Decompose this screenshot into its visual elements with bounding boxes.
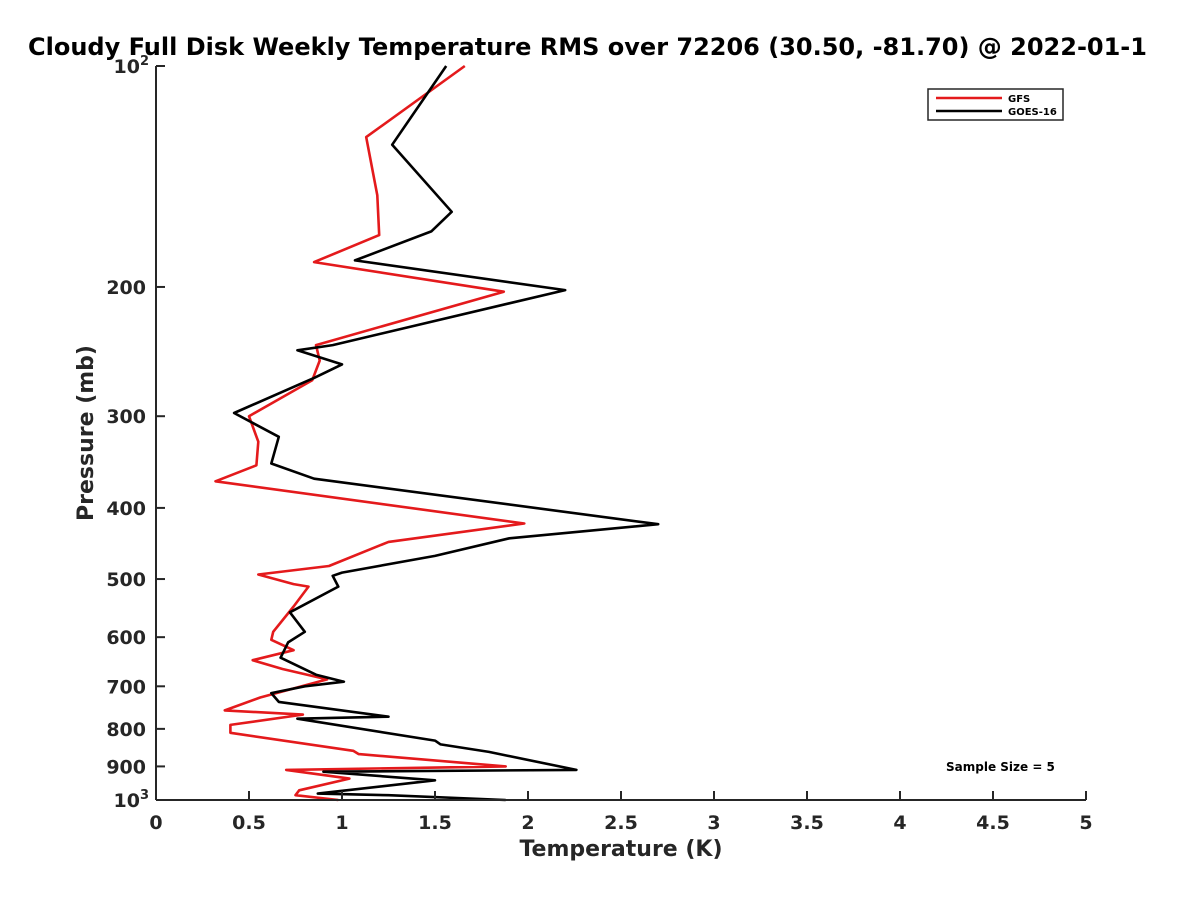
x-axis-ticks: 0 0.5 1 1.5 2 2.5 3 3.5 4 4.5 5: [149, 791, 1093, 834]
x-tick-label: 2.5: [604, 812, 638, 834]
x-tick-label: 2: [521, 812, 534, 834]
x-tick-label: 5: [1079, 812, 1092, 834]
x-tick-label: 3.5: [790, 812, 824, 834]
x-tick-label: 0.5: [232, 812, 266, 834]
y-tick-label: 700: [106, 676, 146, 698]
sample-size-annotation: Sample Size = 5: [946, 760, 1055, 774]
x-tick-label: 1: [335, 812, 348, 834]
y-tick-label: 10: [114, 790, 140, 812]
chart-title: Cloudy Full Disk Weekly Temperature RMS …: [28, 33, 1147, 61]
y-tick-exponent: 2: [140, 54, 149, 69]
y-tick-label: 800: [106, 719, 146, 741]
y-tick-exponent: 3: [140, 788, 149, 803]
legend-label-gfs: GFS: [1008, 94, 1030, 105]
x-tick-label: 4.5: [976, 812, 1010, 834]
y-tick-label: 500: [106, 569, 146, 591]
legend-box: [927, 88, 1064, 121]
x-tick-label: 4: [893, 812, 906, 834]
legend-label-goes-16: GOES-16: [1008, 107, 1057, 118]
y-tick-label: 400: [106, 498, 146, 520]
series-line-goes-16: [232, 65, 660, 802]
legend: GFS GOES-16: [927, 88, 1064, 121]
y-tick-label: 600: [106, 627, 146, 649]
x-tick-label: 0: [149, 812, 162, 834]
y-axis-title: Pressure (mb): [74, 345, 99, 521]
y-tick-label: 10: [114, 56, 140, 78]
y-tick-label: 900: [106, 756, 146, 778]
x-tick-label: 1.5: [418, 812, 452, 834]
series-line-gfs: [214, 64, 526, 802]
x-axis-title: Temperature (K): [519, 837, 722, 862]
y-tick-label: 300: [106, 406, 146, 428]
y-tick-label: 200: [106, 277, 146, 299]
plot-area: [214, 64, 660, 802]
x-tick-label: 3: [707, 812, 720, 834]
